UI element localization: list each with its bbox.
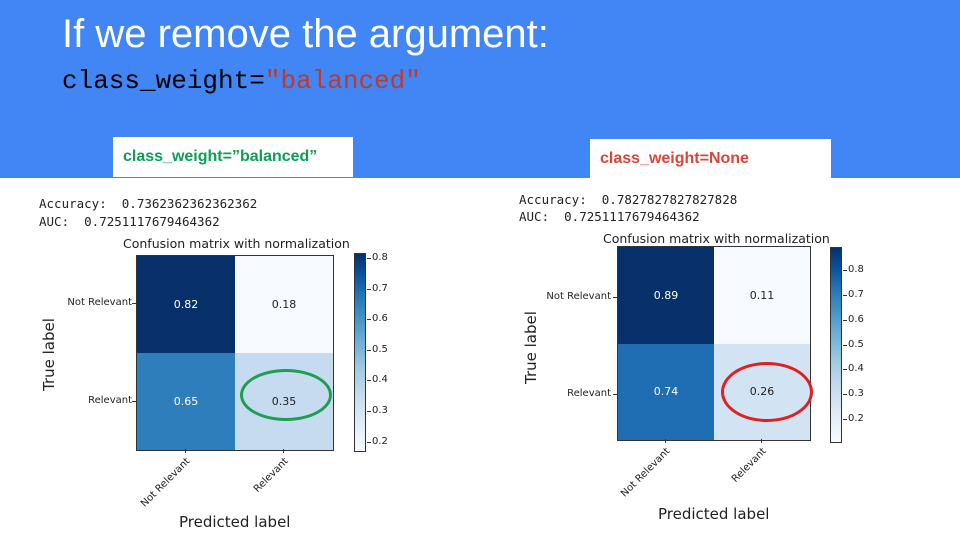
auc-text: AUC: 0.7251117679464362 [519, 209, 700, 224]
col-label-relevant: Relevant [729, 446, 769, 485]
matrix-title: Confusion matrix with normalization [603, 231, 830, 246]
y-tick [613, 394, 617, 395]
colorbar-tick: 0.8 [367, 252, 388, 263]
code-prefix: class_weight= [62, 66, 265, 96]
colorbar-tick: 0.8 [843, 264, 864, 275]
highlight-ellipse-green [240, 369, 332, 421]
x-tick [185, 449, 186, 453]
code-argument: class_weight="balanced" [62, 66, 421, 96]
colorbar-tick: 0.5 [367, 344, 388, 355]
col-label-relevant: Relevant [251, 456, 291, 495]
x-tick [761, 439, 762, 443]
confusion-panel-none: Accuracy: 0.7827827827827828 AUC: 0.7251… [508, 180, 913, 530]
matrix-title: Confusion matrix with normalization [123, 236, 350, 251]
colorbar-tick: 0.7 [843, 289, 864, 300]
matrix-cell: 0.18 [235, 256, 333, 353]
col-label-not-relevant: Not Relevant [139, 456, 193, 510]
colorbar-tick: 0.6 [367, 313, 388, 324]
accuracy-text: Accuracy: 0.7362362362362362 [39, 196, 258, 211]
colorbar-tick: 0.6 [843, 314, 864, 325]
matrix-cell: 0.74 [618, 343, 714, 440]
accuracy-text: Accuracy: 0.7827827827827828 [519, 192, 738, 207]
matrix-cell: 0.89 [618, 247, 714, 344]
matrix-cell: 0.11 [714, 247, 810, 344]
colorbar-tick: 0.3 [367, 405, 388, 416]
y-tick [132, 303, 136, 304]
matrix-cell: 0.82 [137, 256, 235, 353]
row-label-not-relevant: Not Relevant [546, 291, 611, 302]
auc-text: AUC: 0.7251117679464362 [39, 214, 220, 229]
colorbar-tick: 0.4 [367, 374, 388, 385]
y-axis-label: True label [522, 311, 540, 384]
confusion-panel-balanced: Accuracy: 0.7362362362362362 AUC: 0.7251… [22, 188, 400, 536]
confusion-matrix: 0.89 0.11 0.74 0.26 [617, 246, 811, 441]
confusion-matrix: 0.82 0.18 0.65 0.35 [136, 255, 334, 451]
y-tick [132, 401, 136, 402]
x-axis-label: Predicted label [658, 505, 770, 523]
row-label-not-relevant: Not Relevant [67, 297, 132, 308]
colorbar-tick: 0.4 [843, 363, 864, 374]
x-tick [283, 449, 284, 453]
matrix-cell: 0.65 [137, 353, 235, 450]
colorbar-tick: 0.7 [367, 283, 388, 294]
code-string: "balanced" [264, 66, 421, 96]
x-tick [665, 439, 666, 443]
colorbar-tick: 0.2 [367, 436, 388, 447]
y-axis-label: True label [40, 318, 58, 391]
highlight-ellipse-red [721, 362, 813, 422]
tag-none: class_weight=None [590, 139, 831, 179]
colorbar-tick: 0.5 [843, 339, 864, 350]
y-tick [613, 297, 617, 298]
tag-balanced: class_weight=”balanced” [113, 137, 353, 177]
slide-title: If we remove the argument: [62, 12, 549, 56]
colorbar-tick: 0.3 [843, 388, 864, 399]
colorbar [354, 253, 366, 452]
colorbar-tick: 0.2 [843, 413, 864, 424]
colorbar [830, 247, 842, 443]
row-label-relevant: Relevant [567, 388, 611, 399]
row-label-relevant: Relevant [88, 395, 132, 406]
col-label-not-relevant: Not Relevant [619, 446, 673, 500]
x-axis-label: Predicted label [179, 513, 291, 531]
